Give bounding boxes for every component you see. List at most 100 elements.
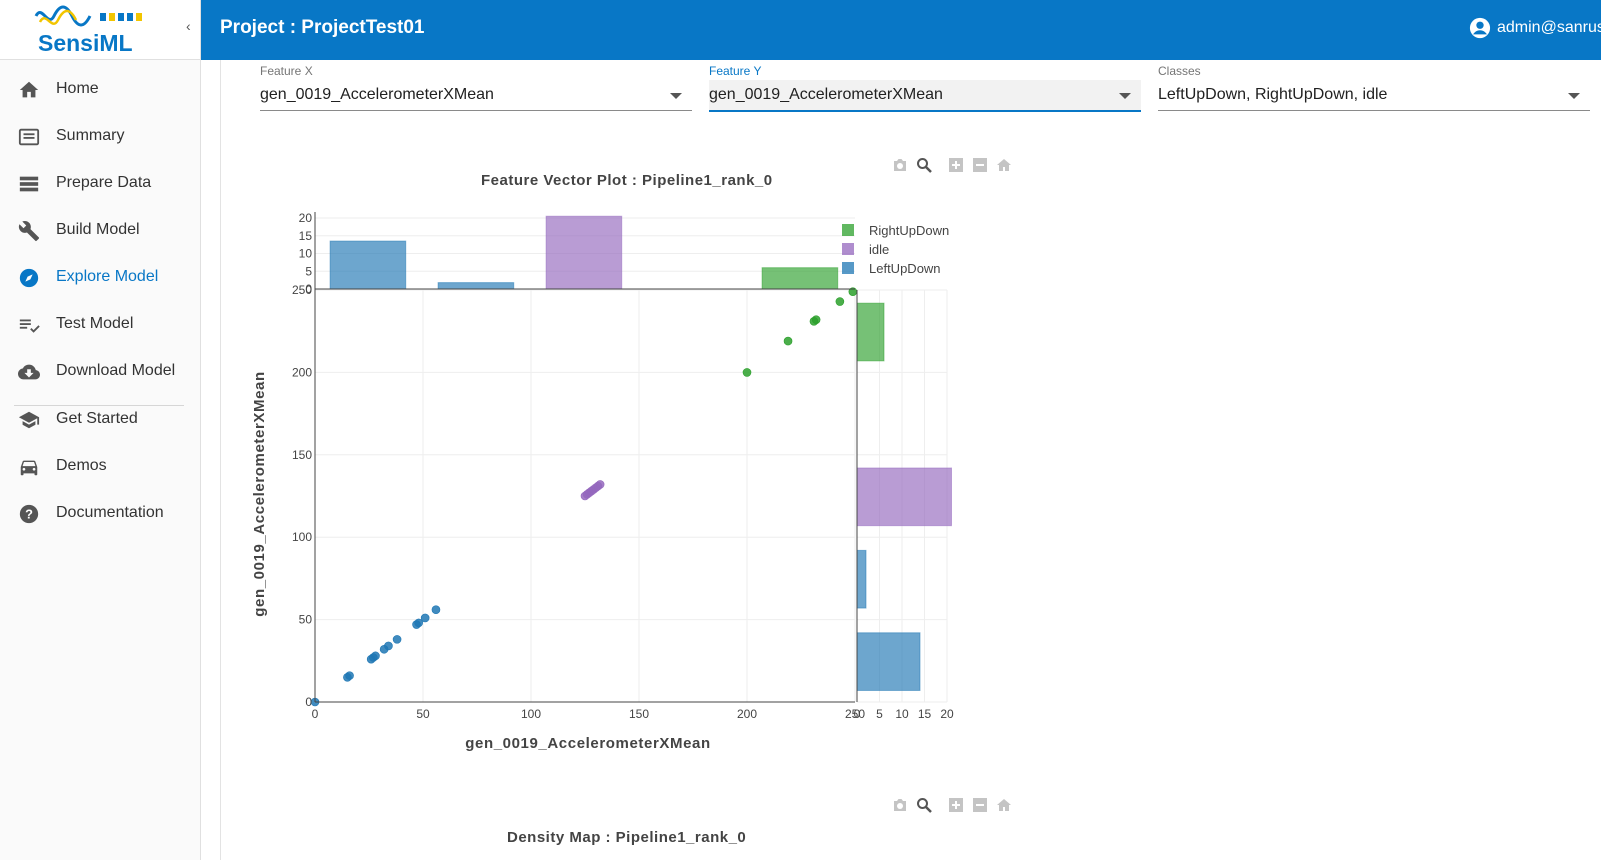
x-tick-label: 250 <box>845 707 865 721</box>
right-hist-tick-label: 10 <box>895 707 909 721</box>
school-icon <box>18 411 40 429</box>
x-tick-label: 0 <box>312 707 319 721</box>
svg-text:SensiML: SensiML <box>38 30 133 56</box>
sidebar-item-summary[interactable]: Summary <box>0 114 200 160</box>
sidebar-item-label: Explore Model <box>56 268 159 285</box>
scatter-point <box>811 315 821 324</box>
scatter-point <box>369 653 378 662</box>
home-icon <box>19 81 39 98</box>
y-axis-title: gen_0019_AccelerometerXMean <box>251 371 268 617</box>
scatter-point <box>589 485 598 494</box>
logo[interactable]: SensiML ‹ <box>0 0 200 60</box>
classes-value[interactable]: LeftUpDown, RightUpDown, idle <box>1158 86 1388 103</box>
scatter-point <box>345 671 354 680</box>
x-tick-label: 50 <box>416 707 430 721</box>
sidebar-item-demos[interactable]: Demos <box>0 444 200 490</box>
top-histogram-bar <box>545 215 623 290</box>
scatter-point <box>848 287 858 296</box>
scatter-point <box>587 486 596 496</box>
sidebar-item-label: Get Started <box>56 410 138 427</box>
field-underline <box>1158 110 1590 111</box>
scatter-point <box>582 490 592 499</box>
dropdown-arrow-icon[interactable] <box>670 93 682 99</box>
scatter-point <box>742 368 752 377</box>
sidebar-item-test-model[interactable]: Test Model <box>0 302 200 348</box>
scatter-point <box>783 336 793 346</box>
sidebar-item-label: Download Model <box>56 362 176 379</box>
scatter-point <box>420 613 430 623</box>
sidebar-item-home[interactable]: Home <box>0 67 200 113</box>
feature-x-value[interactable]: gen_0019_AccelerometerXMean <box>260 86 494 103</box>
top-histogram-bar <box>329 240 407 290</box>
y-tick-label: 150 <box>292 448 312 462</box>
y-tick-label: 0 <box>305 695 312 709</box>
right-hist-tick-label: 15 <box>918 707 932 721</box>
density-plot-toolbar <box>891 797 1013 813</box>
top-hist-tick-label: 10 <box>299 247 313 261</box>
sidebar-item-documentation[interactable]: ? Documentation <box>0 491 200 537</box>
field-underline <box>709 110 1141 112</box>
legend-swatch <box>842 243 854 255</box>
sidebar-item-build-model[interactable]: Build Model <box>0 208 200 254</box>
compass-icon <box>19 268 39 288</box>
reset-axes-icon[interactable] <box>995 797 1013 813</box>
camera-icon[interactable] <box>891 157 909 173</box>
scatter-point <box>809 317 819 326</box>
top-hist-tick-label: 15 <box>299 229 313 243</box>
zoom-out-icon[interactable] <box>971 797 989 813</box>
page-title: Project : ProjectTest01 <box>220 17 425 38</box>
sensiml-logo-icon: SensiML <box>34 5 142 56</box>
feature-x-select[interactable]: Feature X gen_0019_AccelerometerXMean <box>260 62 692 112</box>
top-hist-tick-label: 20 <box>299 211 313 225</box>
top-histogram-bar <box>761 267 839 290</box>
user-menu[interactable]: admin@sanrus <box>1469 17 1601 39</box>
zoom-icon[interactable] <box>915 797 933 813</box>
feature-y-select[interactable]: Feature Y gen_0019_AccelerometerXMean <box>709 62 1141 112</box>
content-divider <box>207 60 221 860</box>
collapse-sidebar-icon[interactable]: ‹ <box>186 18 191 34</box>
sidebar-item-download-model[interactable]: Download Model <box>0 349 200 395</box>
sidebar-item-label: Build Model <box>56 221 140 238</box>
scatter-point <box>379 644 389 654</box>
scatter-point <box>595 480 605 489</box>
sidebar-item-get-started[interactable]: Get Started <box>0 397 200 443</box>
feature-y-value[interactable]: gen_0019_AccelerometerXMean <box>709 86 943 103</box>
sidebar-item-label: Test Model <box>56 315 134 332</box>
sidebar-item-explore-model[interactable]: Explore Model <box>0 255 200 301</box>
right-hist-tick-label: 20 <box>940 707 954 721</box>
cloud-download-icon <box>18 364 40 380</box>
zoom-icon[interactable] <box>915 157 933 173</box>
x-axis-title: gen_0019_AccelerometerXMean <box>465 735 711 752</box>
scatter-point <box>384 641 393 651</box>
scatter-point <box>392 635 402 644</box>
legend-swatch <box>842 262 854 274</box>
sidebar-divider <box>14 405 184 406</box>
field-underline <box>260 110 692 111</box>
zoom-in-icon[interactable] <box>947 157 965 173</box>
scatter-point <box>366 654 376 664</box>
zoom-in-icon[interactable] <box>947 797 965 813</box>
feature-y-label: Feature Y <box>709 64 762 78</box>
scatter-point <box>371 651 380 661</box>
scatter-point <box>585 488 594 498</box>
scatter-point <box>343 672 352 682</box>
svg-text:?: ? <box>25 507 33 522</box>
top-hist-tick-label: 0 <box>305 282 312 296</box>
sidebar-item-prepare-data[interactable]: Prepare Data <box>0 161 200 207</box>
camera-icon[interactable] <box>891 797 909 813</box>
dropdown-arrow-icon[interactable] <box>1568 93 1580 99</box>
scatter-point <box>591 483 601 493</box>
classes-label: Classes <box>1158 64 1201 78</box>
wrench-icon <box>18 221 40 242</box>
classes-select[interactable]: Classes LeftUpDown, RightUpDown, idle <box>1158 62 1590 112</box>
scatter-point <box>593 481 603 491</box>
legend-label: idle <box>869 242 889 257</box>
sidebar-item-label: Demos <box>56 457 107 474</box>
zoom-out-icon[interactable] <box>971 157 989 173</box>
sidebar-item-label: Prepare Data <box>56 174 152 191</box>
feature-x-label: Feature X <box>260 64 313 78</box>
reset-axes-icon[interactable] <box>995 157 1013 173</box>
right-histogram-bar <box>856 302 885 362</box>
dropdown-arrow-icon[interactable] <box>1119 93 1131 99</box>
